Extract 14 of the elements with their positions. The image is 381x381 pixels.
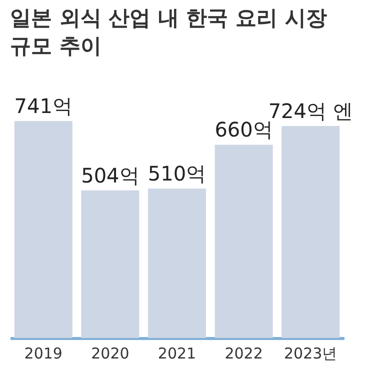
data-label: 741억 [14, 94, 72, 118]
x-tick-label: 2023년 [284, 344, 338, 362]
bar [14, 121, 72, 338]
x-tick-label: 2021 [158, 344, 196, 362]
data-label: 510억 [148, 162, 206, 186]
x-tick-label: 2022 [224, 344, 263, 362]
x-tick-label: 2019 [24, 344, 62, 362]
x-tick-label: 2020 [91, 344, 130, 362]
bar [214, 144, 273, 338]
bar [148, 188, 206, 338]
data-label: 504억 [81, 163, 140, 188]
bar [282, 126, 340, 338]
chart-title: 일본 외식 산업 내 한국 요리 시장 규모 추이 [10, 6, 327, 58]
bar [81, 190, 140, 338]
